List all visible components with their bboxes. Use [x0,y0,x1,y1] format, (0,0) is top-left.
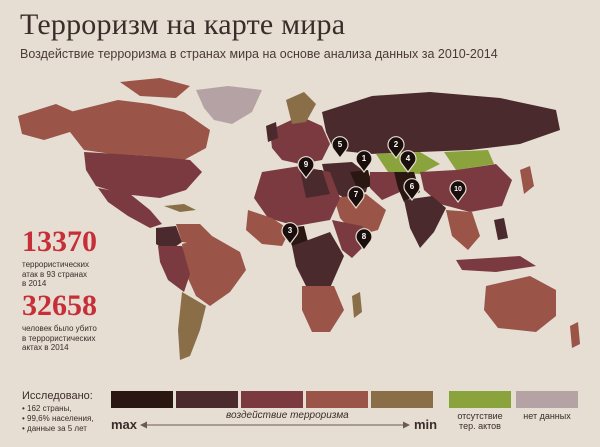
region-uk [266,122,278,142]
region-europe [270,116,330,164]
marker-9[interactable]: 9 [297,156,315,179]
region-canada [70,100,210,160]
region-southern-africa [302,286,344,332]
legend-swatch-5 [371,391,433,408]
legend-swatch-1 [111,391,173,408]
region-alaska [18,104,74,140]
region-canada-islands [120,78,190,98]
region-usa [84,152,202,198]
region-japan [520,166,534,194]
region-peru [158,246,190,292]
marker-5[interactable]: 5 [331,136,349,159]
region-argentina [178,292,206,360]
region-iran [370,172,400,200]
attacks-line-3: в 2014 [22,279,47,288]
marker-1-label: 1 [362,154,367,163]
legend-swatch-no-acts [449,391,511,408]
legend-no-acts-label: отсутствие тер. актов [449,411,511,431]
legend-arrow [140,421,410,429]
legend-swatch-no-data [516,391,578,408]
marker-8-label: 8 [362,232,367,241]
region-mexico [98,188,162,228]
studied-list: 162 страны, 99,6% населения, данные за 5… [22,404,94,434]
region-brazil [182,236,246,306]
legend-min-label: min [414,417,438,432]
region-mongolia [444,150,494,170]
marker-3-label: 3 [288,226,293,235]
killed-line-3: актах в 2014 [22,343,69,352]
marker-10-label: 10 [454,186,462,193]
attacks-count: 13370 [22,225,97,258]
killed-line-2: в террористических [22,333,96,343]
region-australia [484,276,556,332]
marker-2[interactable]: 2 [387,136,405,159]
region-india [404,196,446,248]
marker-7-label: 7 [354,190,359,199]
region-iraq [350,170,372,190]
marker-6-label: 6 [410,182,415,191]
legend-scale-caption: воздействие терроризма [222,410,353,421]
killed-line-1: человек было убито [22,324,97,333]
region-new-zealand [570,322,580,348]
legend-swatch-3 [241,391,303,408]
marker-10[interactable]: 10 [449,180,467,203]
attacks-line-1: террористических [22,260,90,269]
region-philippines [494,218,508,240]
legend-max-label: max [111,417,138,432]
killed-description: человек было убито в террористических ак… [22,324,132,353]
page-subtitle: Воздействие терроризма в странах мира на… [20,47,498,61]
marker-5-label: 5 [338,140,343,149]
region-russia [322,92,560,154]
studied-item: данные за 5 лет [22,424,94,434]
marker-9-label: 9 [304,160,309,169]
marker-4-label: 4 [406,154,411,163]
region-central-africa [292,232,344,288]
marker-7[interactable]: 7 [347,186,365,209]
region-se-asia [446,210,480,250]
legend-no-acts-line-2: тер. актов [459,421,501,431]
marker-3[interactable]: 3 [281,222,299,245]
attacks-description: террористических атак в 93 странах в 201… [22,260,132,289]
legend-swatch-2 [176,391,238,408]
studied-item: 162 страны, [22,404,94,414]
legend-no-data-label: нет данных [523,411,571,421]
region-colombia [156,226,182,252]
region-madagascar [352,292,362,318]
killed-count: 32658 [22,289,97,322]
marker-1[interactable]: 1 [355,150,373,173]
marker-4[interactable]: 4 [399,150,417,173]
studied-title: Исследовано: [22,390,93,402]
marker-8[interactable]: 8 [355,228,373,251]
studied-item: 99,6% населения, [22,414,94,424]
attacks-line-2: атак в 93 странах [22,269,88,279]
page-title: Терроризм на карте мира [20,8,346,41]
region-indonesia [456,256,536,272]
legend-no-acts-line-1: отсутствие [457,411,503,421]
region-scandinavia [286,92,316,124]
region-west-africa [246,210,290,246]
marker-6[interactable]: 6 [403,178,421,201]
region-greenland [196,86,262,124]
marker-2-label: 2 [394,140,399,149]
world-map: 1 2 3 4 5 6 7 8 9 10 [18,78,580,360]
legend-swatch-4 [306,391,368,408]
region-caribbean [164,204,196,212]
